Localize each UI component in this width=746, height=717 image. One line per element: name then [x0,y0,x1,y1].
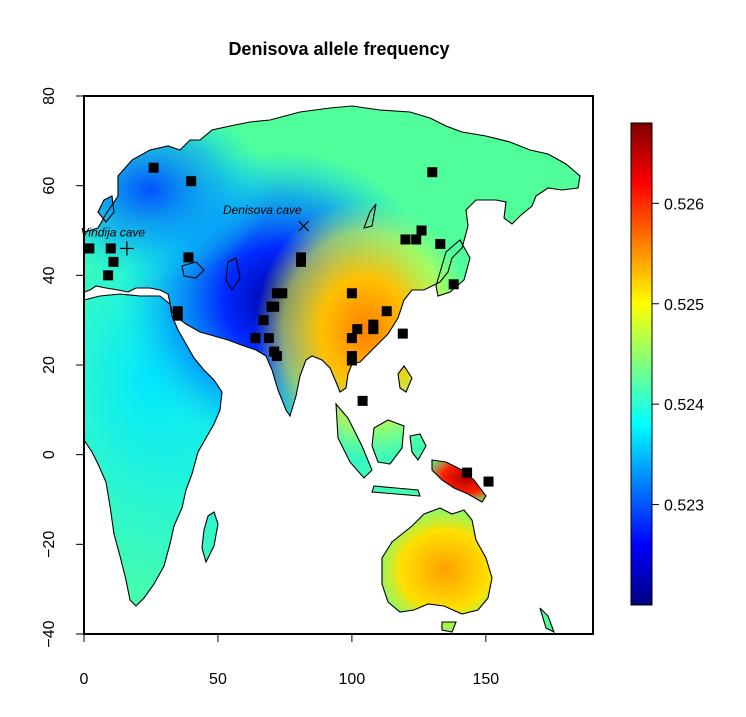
annotation-label: Denisova cave [223,203,302,217]
annotation-label: Vindija cave [81,225,146,239]
sample-site-marker [277,288,288,299]
sample-site-marker [416,225,427,236]
cross-marker-b [298,220,310,232]
sample-site-marker [250,333,261,344]
plot-area: Vindija cave Denisova cave [81,95,594,635]
sample-site-marker [435,238,446,249]
sample-site-marker [263,333,274,344]
sample-site-marker [381,306,392,317]
sample-site-marker [172,310,183,321]
x-tick-label: 150 [472,671,499,688]
sample-site-marker [448,279,459,290]
sample-sites [84,162,494,487]
y-tick-label: −40 [41,620,58,647]
sample-site-marker [357,395,368,406]
sample-site-marker [183,252,194,263]
y-tick-label: 0 [41,450,58,459]
sample-site-marker [462,467,473,478]
sample-site-marker [368,319,379,330]
sample-site-marker [269,301,280,312]
annotation-denisova: Denisova cave [223,203,310,232]
sample-site-marker [411,234,422,245]
colorbar-tick-label: 0.523 [664,498,704,515]
site-annotations: Vindija cave Denisova cave [81,203,310,256]
sample-site-marker [271,288,282,299]
y-tick-label: 80 [41,87,58,105]
colorbar-tick-label: 0.524 [664,397,704,414]
sample-site-marker [84,243,95,254]
sample-site-marker [295,256,306,267]
y-tick-label: −20 [41,531,58,558]
x-tick-label: 100 [339,671,366,688]
colorbar-tick-label: 0.526 [664,196,704,213]
sample-site-marker [397,328,408,339]
sample-site-marker [103,270,114,281]
y-axis: −40 −20 0 20 40 60 80 [41,87,84,648]
colorbar-tick-label: 0.525 [664,297,704,314]
sample-site-marker [108,256,119,267]
colorbar-gradient [630,122,653,606]
sample-site-marker [271,351,282,362]
sample-site-marker [352,324,363,335]
colorbar: 0.523 0.524 0.525 0.526 [630,122,704,606]
colorbar-ticks: 0.523 0.524 0.525 0.526 [652,196,704,515]
y-tick-label: 40 [41,266,58,284]
x-tick-label: 50 [209,671,227,688]
sample-site-marker [346,288,357,299]
sample-site-marker [148,162,159,173]
chart-title: Denisova allele frequency [228,39,449,59]
sample-site-marker [105,243,116,254]
coastlines [83,105,581,634]
y-tick-label: 20 [41,356,58,374]
sample-site-marker [186,176,197,187]
x-axis: 0 50 100 150 [80,634,499,688]
sample-site-marker [258,315,269,326]
sample-site-marker [400,234,411,245]
sample-site-marker [483,476,494,487]
y-tick-label: 60 [41,177,58,195]
frequency-surface [84,106,580,632]
sample-site-marker [427,167,438,178]
sample-site-marker [346,355,357,366]
sample-site-marker [346,333,357,344]
x-tick-label: 0 [80,671,89,688]
annotation-vindija: Vindija cave [81,225,146,256]
